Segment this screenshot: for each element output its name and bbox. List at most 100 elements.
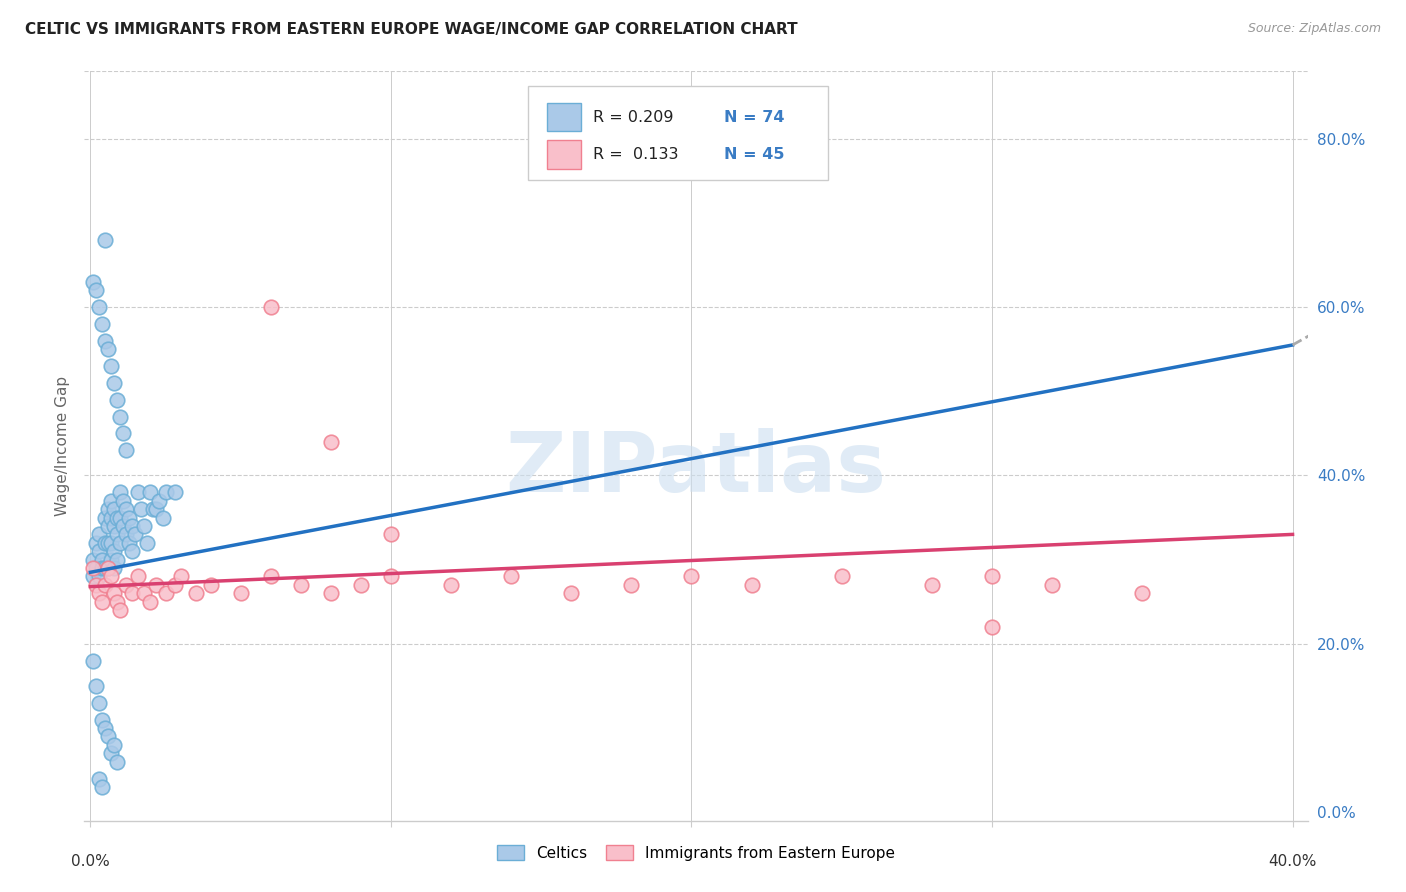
- Point: [124, 527, 146, 541]
- Point: [100, 569, 122, 583]
- Point: [97, 502, 120, 516]
- Point: [260, 569, 283, 583]
- Point: [319, 586, 342, 600]
- Point: [110, 510, 132, 524]
- Point: [139, 595, 162, 609]
- Bar: [547, 103, 581, 131]
- Point: [89, 772, 111, 786]
- Point: [560, 586, 582, 600]
- Point: [115, 527, 138, 541]
- Point: [89, 527, 111, 541]
- Point: [94, 233, 117, 247]
- Point: [100, 746, 122, 760]
- Point: [169, 569, 191, 583]
- Point: [89, 544, 111, 558]
- Point: [82, 275, 104, 289]
- Point: [86, 578, 108, 592]
- Point: [89, 569, 111, 583]
- Point: [103, 738, 125, 752]
- Point: [110, 603, 132, 617]
- Point: [142, 502, 165, 516]
- Text: R = 0.209: R = 0.209: [593, 110, 673, 125]
- Text: 40.0%: 40.0%: [1268, 855, 1317, 870]
- Point: [139, 485, 162, 500]
- Point: [981, 569, 1004, 583]
- Point: [145, 502, 167, 516]
- Point: [118, 510, 141, 524]
- Point: [229, 586, 252, 600]
- Point: [107, 755, 129, 769]
- Point: [981, 620, 1004, 634]
- Point: [290, 578, 312, 592]
- Point: [97, 730, 120, 744]
- Text: R =  0.133: R = 0.133: [593, 147, 679, 162]
- Point: [163, 485, 186, 500]
- Point: [94, 334, 117, 348]
- Point: [100, 510, 122, 524]
- Point: [148, 493, 170, 508]
- Point: [94, 578, 117, 592]
- Point: [86, 679, 108, 693]
- Point: [89, 300, 111, 314]
- Point: [260, 300, 283, 314]
- Point: [100, 536, 122, 550]
- Point: [97, 561, 120, 575]
- Text: ZIPatlas: ZIPatlas: [506, 428, 886, 509]
- Point: [100, 493, 122, 508]
- Point: [136, 536, 159, 550]
- Text: Source: ZipAtlas.com: Source: ZipAtlas.com: [1247, 22, 1381, 36]
- Point: [100, 359, 122, 373]
- FancyBboxPatch shape: [529, 87, 828, 180]
- Point: [91, 552, 114, 566]
- Point: [134, 519, 156, 533]
- Point: [115, 443, 138, 458]
- Point: [94, 721, 117, 735]
- Point: [103, 544, 125, 558]
- Point: [97, 342, 120, 356]
- Point: [501, 569, 523, 583]
- Point: [121, 544, 143, 558]
- Point: [91, 317, 114, 331]
- Point: [1040, 578, 1063, 592]
- Legend: Celtics, Immigrants from Eastern Europe: Celtics, Immigrants from Eastern Europe: [491, 839, 901, 867]
- Point: [89, 696, 111, 710]
- Point: [107, 552, 129, 566]
- Text: N = 74: N = 74: [724, 110, 785, 125]
- Point: [200, 578, 222, 592]
- Point: [107, 527, 129, 541]
- Point: [91, 780, 114, 794]
- Point: [110, 409, 132, 424]
- Point: [103, 502, 125, 516]
- Point: [107, 392, 129, 407]
- Point: [112, 426, 135, 441]
- Point: [91, 713, 114, 727]
- Point: [94, 510, 117, 524]
- Point: [82, 552, 104, 566]
- Point: [620, 578, 643, 592]
- Point: [110, 485, 132, 500]
- Point: [921, 578, 943, 592]
- Bar: [547, 140, 581, 169]
- Point: [121, 519, 143, 533]
- Point: [110, 536, 132, 550]
- Point: [163, 578, 186, 592]
- Point: [155, 485, 177, 500]
- Point: [741, 578, 763, 592]
- Point: [145, 578, 167, 592]
- Point: [131, 502, 153, 516]
- Point: [152, 510, 174, 524]
- Point: [91, 561, 114, 575]
- Point: [86, 536, 108, 550]
- Point: [107, 510, 129, 524]
- Point: [94, 536, 117, 550]
- Point: [91, 595, 114, 609]
- Text: N = 45: N = 45: [724, 147, 785, 162]
- Point: [94, 561, 117, 575]
- Point: [831, 569, 853, 583]
- Y-axis label: Wage/Income Gap: Wage/Income Gap: [55, 376, 70, 516]
- Point: [97, 561, 120, 575]
- Point: [134, 586, 156, 600]
- Point: [380, 527, 402, 541]
- Point: [155, 586, 177, 600]
- Point: [86, 283, 108, 297]
